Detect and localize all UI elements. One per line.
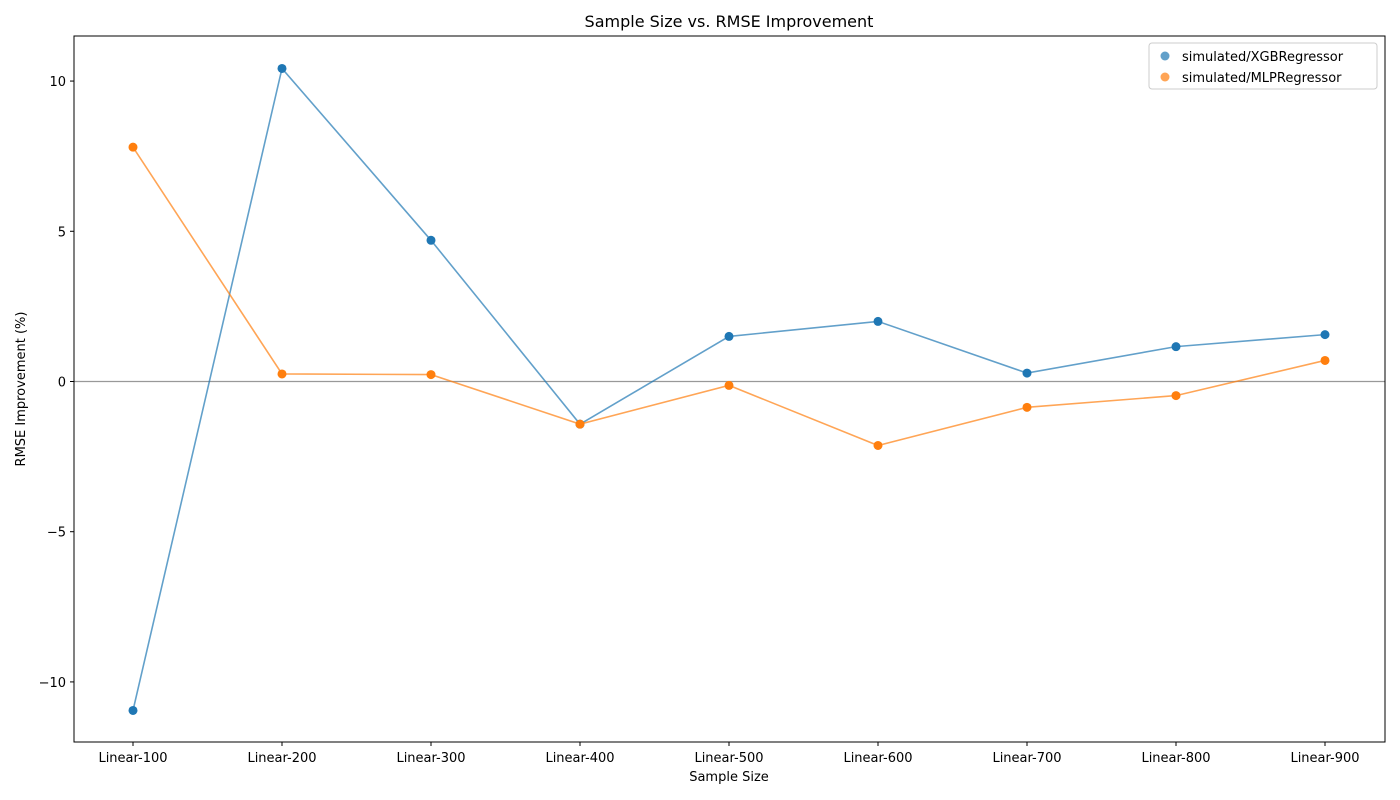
data-point bbox=[1022, 368, 1032, 378]
x-tick-label: Linear-800 bbox=[1141, 751, 1210, 766]
data-point bbox=[724, 380, 734, 390]
x-tick-label: Linear-400 bbox=[545, 751, 614, 766]
legend-box bbox=[1148, 42, 1378, 90]
x-axis-ticks: Linear-100 Linear-200 Linear-300 Linear-400… bbox=[98, 742, 1360, 766]
data-point bbox=[873, 316, 883, 326]
data-point bbox=[1171, 391, 1181, 401]
x-tick-label: Linear-200 bbox=[247, 751, 316, 766]
data-point bbox=[724, 331, 734, 341]
x-tick-label: Linear-900 bbox=[1290, 751, 1359, 766]
plot-frame bbox=[73, 35, 1386, 743]
y-tick-label: 5 bbox=[58, 225, 66, 240]
legend-marker bbox=[1160, 51, 1170, 61]
data-point bbox=[277, 369, 287, 379]
x-tick-label: Linear-500 bbox=[694, 751, 763, 766]
data-point bbox=[1320, 330, 1330, 340]
data-point bbox=[426, 235, 436, 245]
series-group bbox=[128, 63, 1330, 715]
data-point bbox=[277, 63, 287, 73]
legend-label: simulated/XGBRegressor bbox=[1182, 50, 1344, 65]
x-axis-title: Sample Size bbox=[689, 770, 769, 785]
data-point bbox=[426, 370, 436, 380]
data-point bbox=[1320, 355, 1330, 365]
series-group bbox=[128, 142, 1330, 450]
y-axis-title: RMSE Improvement (%) bbox=[14, 312, 29, 467]
y-tick-label: 10 bbox=[49, 75, 66, 90]
series-layer bbox=[128, 63, 1330, 715]
x-tick-label: Linear-100 bbox=[98, 751, 167, 766]
x-tick-label: Linear-300 bbox=[396, 751, 465, 766]
data-point bbox=[1171, 342, 1181, 352]
y-tick-label: −5 bbox=[47, 526, 66, 541]
data-point bbox=[128, 705, 138, 715]
data-point bbox=[128, 142, 138, 152]
x-tick-label: Linear-700 bbox=[992, 751, 1061, 766]
data-point bbox=[873, 440, 883, 450]
data-point bbox=[1022, 402, 1032, 412]
y-axis-ticks: −10 −5 0 5 10 bbox=[39, 75, 74, 691]
legend-marker bbox=[1160, 72, 1170, 82]
chart-title: Sample Size vs. RMSE Improvement bbox=[585, 12, 874, 31]
legend-label: simulated/MLPRegressor bbox=[1182, 71, 1342, 86]
y-tick-label: 0 bbox=[58, 375, 66, 390]
data-point bbox=[575, 419, 585, 429]
legend: simulated/XGBRegressor simulated/MLPRegre… bbox=[1148, 42, 1378, 90]
x-tick-label: Linear-600 bbox=[843, 751, 912, 766]
y-tick-label: −10 bbox=[39, 676, 66, 691]
